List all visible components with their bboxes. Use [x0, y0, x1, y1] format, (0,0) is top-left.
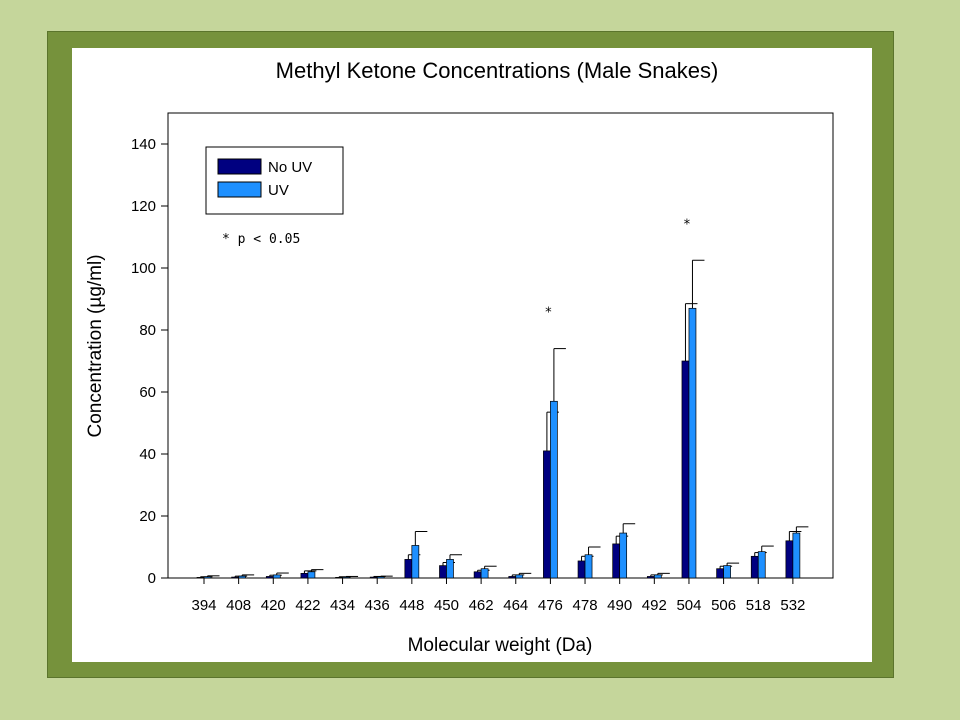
- significance-star: *: [683, 217, 691, 232]
- bar-no-uv-492: [646, 576, 655, 579]
- bar-uv-448: [411, 545, 420, 579]
- y-axis-label: Concentration (µg/ml): [85, 254, 106, 437]
- bar-uv-464: [515, 574, 524, 579]
- x-tick-label: 476: [538, 597, 563, 614]
- bar-no-uv-448: [404, 559, 413, 579]
- plot-area: [167, 112, 834, 579]
- bar-uv-532: [792, 532, 801, 579]
- x-tick-label: 464: [503, 597, 528, 614]
- bar-no-uv-464: [508, 576, 517, 579]
- bar-no-uv-422: [300, 572, 309, 579]
- bar-uv-420: [272, 574, 281, 579]
- x-tick-label: 408: [226, 597, 251, 614]
- x-tick-label: 504: [676, 597, 701, 614]
- x-axis-label: Molecular weight (Da): [408, 635, 593, 656]
- significance-star: *: [544, 306, 552, 321]
- x-tick-label: 450: [434, 597, 459, 614]
- bar-uv-422: [307, 571, 316, 579]
- x-tick-label: 532: [780, 597, 805, 614]
- significance-markers: **: [544, 217, 690, 320]
- legend-swatch-no-uv: [217, 158, 262, 175]
- y-axis-ticks: 0 20 40 60 80 100 120 140: [131, 136, 168, 587]
- bar-uv-408: [238, 575, 246, 579]
- bar-uv-476: [550, 400, 558, 579]
- y-tick-label: 20: [139, 508, 156, 525]
- bar-no-uv-462: [473, 571, 482, 579]
- bar-no-uv-450: [439, 565, 447, 579]
- x-tick-label: 462: [469, 597, 494, 614]
- bar-uv-450: [446, 559, 454, 579]
- x-tick-label: 506: [711, 597, 736, 614]
- x-tick-label: 436: [365, 597, 390, 614]
- bar-no-uv-420: [265, 576, 274, 579]
- bar-uv-504: [688, 307, 697, 579]
- bar-no-uv-532: [785, 540, 794, 579]
- x-axis-ticks: 394 408 420 422 434 436 448 450 462 464 476 478 490 4…: [191, 578, 805, 614]
- bar-no-uv-504: [681, 360, 690, 579]
- bar-no-uv-490: [612, 543, 621, 579]
- x-tick-label: 394: [191, 597, 216, 614]
- bar-no-uv-506: [716, 568, 724, 579]
- x-tick-label: 422: [295, 597, 320, 614]
- bars-group: [196, 259, 809, 579]
- legend-label-no-uv: No UV: [268, 159, 312, 176]
- legend-box: [205, 146, 344, 215]
- bar-no-uv-518: [750, 555, 759, 579]
- y-tick-label: 0: [148, 570, 156, 587]
- bar-uv-462: [480, 568, 489, 579]
- bar-no-uv-434: [335, 577, 343, 579]
- x-tick-label: 492: [642, 597, 667, 614]
- legend-swatch-uv: [217, 181, 262, 198]
- x-tick-label: 434: [330, 597, 355, 614]
- bar-uv-394: [203, 576, 212, 579]
- bar-no-uv-436: [369, 576, 378, 579]
- bar-no-uv-476: [543, 450, 551, 579]
- significance-note: * p < 0.05: [222, 232, 300, 247]
- y-tick-label: 80: [139, 322, 156, 339]
- x-tick-label: 478: [573, 597, 598, 614]
- chart-panel: [72, 48, 872, 662]
- bar-uv-490: [619, 532, 628, 579]
- x-tick-label: 518: [746, 597, 771, 614]
- x-tick-label: 448: [399, 597, 424, 614]
- x-tick-label: 490: [607, 597, 632, 614]
- bar-uv-434: [342, 576, 350, 579]
- bar-uv-506: [723, 565, 731, 579]
- bar-uv-478: [584, 554, 593, 579]
- y-tick-label: 140: [131, 136, 156, 153]
- bar-no-uv-394: [196, 577, 205, 579]
- y-tick-label: 120: [131, 198, 156, 215]
- bar-uv-436: [376, 576, 385, 579]
- plot-border: [167, 112, 834, 579]
- y-tick-label: 100: [131, 260, 156, 277]
- bar-no-uv-408: [231, 576, 239, 579]
- chart-title: Methyl Ketone Concentrations (Male Snake…: [276, 58, 719, 83]
- bar-uv-518: [757, 551, 766, 579]
- y-tick-label: 60: [139, 384, 156, 401]
- bar-no-uv-478: [577, 560, 586, 579]
- legend-label-uv: UV: [268, 182, 289, 199]
- x-tick-label: 420: [261, 597, 286, 614]
- y-tick-label: 40: [139, 446, 156, 463]
- legend: No UV UV: [205, 146, 344, 215]
- bar-uv-492: [653, 574, 662, 579]
